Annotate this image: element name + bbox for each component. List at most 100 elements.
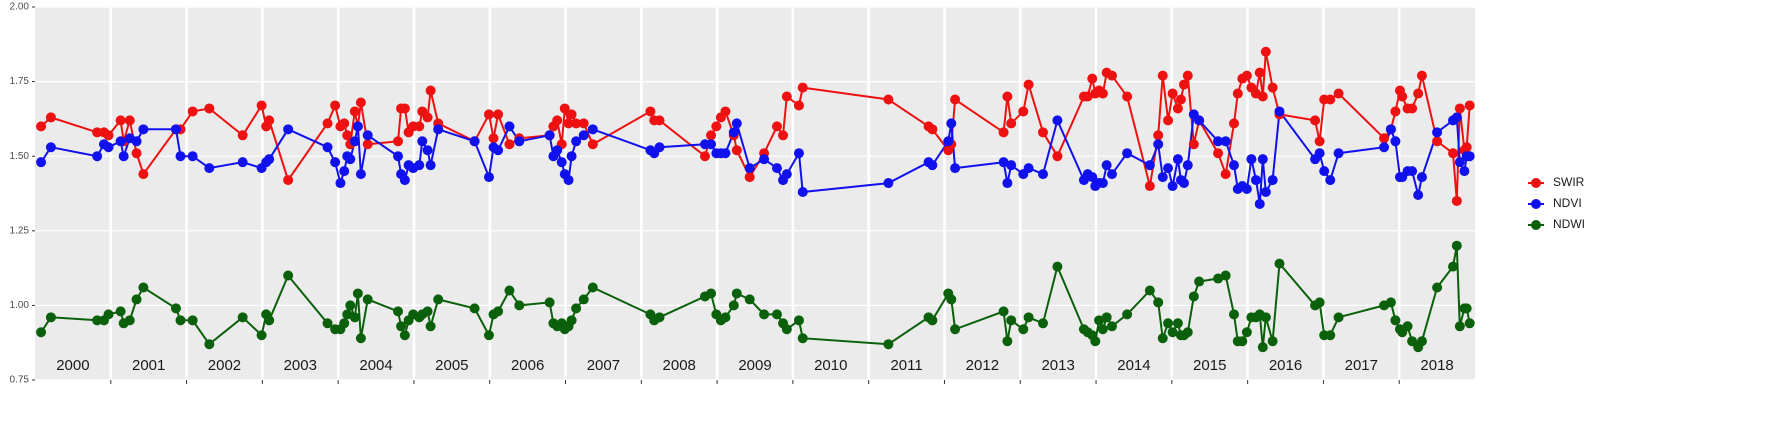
point	[654, 115, 665, 126]
point	[1325, 175, 1336, 186]
point	[1090, 336, 1101, 347]
point	[256, 330, 267, 341]
point	[504, 285, 515, 296]
point	[425, 321, 436, 332]
point	[131, 136, 142, 147]
point	[950, 94, 961, 105]
point	[355, 97, 366, 108]
point	[237, 130, 248, 141]
point	[124, 315, 135, 326]
legend-key	[1531, 199, 1541, 209]
point	[706, 130, 717, 141]
point	[1052, 261, 1063, 272]
point	[781, 91, 792, 102]
point	[1241, 184, 1252, 195]
point	[1407, 103, 1418, 114]
point	[1454, 103, 1465, 114]
point	[1333, 148, 1344, 159]
point	[1182, 160, 1193, 171]
point	[883, 339, 894, 350]
point	[1267, 82, 1278, 93]
point	[571, 303, 582, 314]
point	[793, 315, 804, 326]
point	[1319, 166, 1330, 177]
point	[514, 136, 525, 147]
point	[1220, 136, 1231, 147]
point	[399, 103, 410, 114]
point	[342, 309, 353, 320]
point	[1402, 321, 1413, 332]
point	[483, 330, 494, 341]
point	[1194, 276, 1205, 287]
point	[1461, 142, 1472, 153]
point	[645, 106, 656, 117]
point	[1237, 336, 1248, 347]
point	[1144, 285, 1155, 296]
point	[103, 142, 114, 153]
y-tick-label: 2.00	[10, 2, 30, 13]
point	[566, 315, 577, 326]
point	[883, 94, 894, 105]
point	[1451, 112, 1462, 123]
point	[654, 142, 665, 153]
point	[578, 130, 589, 141]
point	[115, 306, 126, 317]
point	[175, 151, 186, 162]
point	[1018, 106, 1029, 117]
point	[998, 127, 1009, 138]
point	[1451, 240, 1462, 251]
point	[115, 115, 126, 126]
point	[578, 294, 589, 305]
point	[1385, 297, 1396, 308]
point	[504, 139, 515, 150]
point	[563, 118, 574, 129]
point	[1274, 258, 1285, 269]
y-tick-label: 0.75	[10, 375, 30, 386]
point	[483, 172, 494, 183]
point	[1122, 148, 1133, 159]
point	[1314, 136, 1325, 147]
point	[1241, 327, 1252, 338]
point	[731, 145, 742, 156]
year-label: 2003	[284, 357, 317, 374]
point	[1397, 91, 1408, 102]
point	[349, 312, 360, 323]
legend-key	[1531, 220, 1541, 230]
point	[92, 151, 103, 162]
point	[1464, 318, 1475, 329]
point	[469, 303, 480, 314]
point	[1254, 67, 1265, 78]
point	[1464, 100, 1475, 111]
point	[1097, 88, 1108, 99]
point	[483, 109, 494, 120]
point	[1006, 315, 1017, 326]
point	[1379, 133, 1390, 144]
point	[322, 118, 333, 129]
point	[946, 294, 957, 305]
point	[1413, 189, 1424, 200]
point	[362, 294, 373, 305]
year-label: 2010	[814, 357, 847, 374]
point	[355, 333, 366, 344]
point	[237, 312, 248, 323]
point	[330, 157, 341, 168]
point	[1228, 309, 1239, 320]
point	[1122, 91, 1133, 102]
point	[744, 172, 755, 183]
year-label: 2016	[1269, 357, 1302, 374]
year-label: 2012	[966, 357, 999, 374]
legend-key	[1531, 178, 1541, 188]
point	[1213, 148, 1224, 159]
point	[1448, 148, 1459, 159]
point	[1390, 106, 1401, 117]
point	[797, 82, 808, 93]
point	[556, 157, 567, 168]
point	[349, 136, 360, 147]
year-label: 2006	[511, 357, 544, 374]
point	[493, 306, 504, 317]
point	[1144, 181, 1155, 192]
point	[1267, 175, 1278, 186]
point	[115, 136, 126, 147]
point	[1172, 154, 1183, 165]
